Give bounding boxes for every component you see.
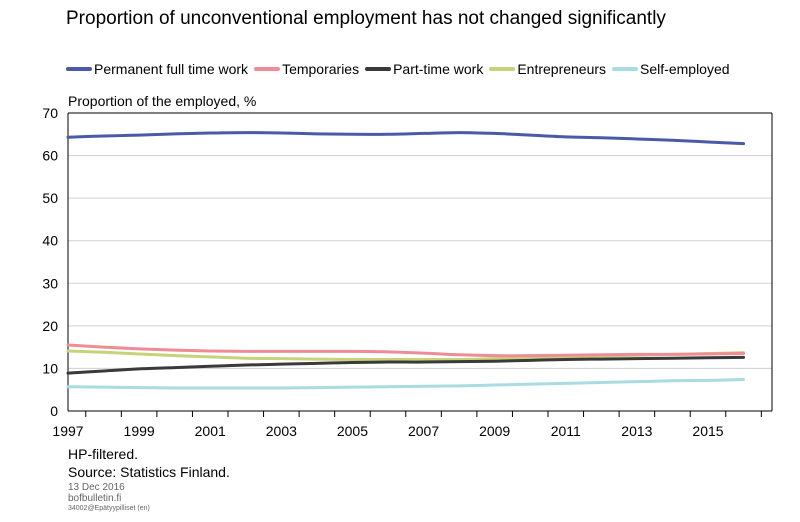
- y-axis-label: Proportion of the employed, %: [68, 93, 257, 109]
- chart-code: 34002@Epätyypilliset (en): [68, 505, 150, 512]
- legend-item-permanent: Permanent full time work: [66, 61, 248, 77]
- y-tick-label: 60: [42, 148, 58, 164]
- legend-label: Entrepreneurs: [517, 61, 607, 77]
- site-name: bofbulletin.fi: [68, 493, 122, 504]
- legend-label: Permanent full time work: [94, 61, 249, 77]
- x-tick-label: 2003: [266, 423, 297, 439]
- y-tick-label: 30: [42, 275, 58, 291]
- y-tick-label: 40: [42, 233, 58, 249]
- y-tick-label: 50: [42, 190, 58, 206]
- chart-notes: HP-filtered. Source: Statistics Finland.: [68, 445, 230, 481]
- y-tick-label: 0: [50, 403, 58, 419]
- legend-swatch: [66, 67, 92, 71]
- legend-swatch: [365, 67, 392, 71]
- x-tick-label: 2009: [479, 423, 510, 439]
- legend-swatch: [489, 67, 516, 71]
- x-tick-label: 2001: [195, 423, 226, 439]
- legend-swatch: [254, 67, 281, 71]
- x-tick-label: 1997: [52, 423, 83, 439]
- y-tick-label: 10: [42, 360, 58, 376]
- chart-legend: Permanent full time work Temporaries Par…: [66, 61, 736, 77]
- legend-item-temporaries: Temporaries: [254, 61, 359, 77]
- note-text: HP-filtered.: [68, 446, 139, 462]
- legend-item-self-employed: Self-employed: [612, 61, 730, 77]
- x-tick-label: 2005: [337, 423, 368, 439]
- legend-item-part-time: Part-time work: [365, 61, 483, 77]
- publish-date: 13 Dec 2016: [68, 482, 125, 493]
- chart-title: Proportion of unconventional employment …: [66, 8, 666, 29]
- legend-label: Self-employed: [640, 61, 730, 77]
- x-tick-label: 2015: [692, 423, 723, 439]
- series-line-permanent-full-time-work: [66, 131, 746, 146]
- publication-meta: 13 Dec 2016 bofbulletin.fi 34002@Epätyyp…: [68, 482, 150, 513]
- x-tick-label: 2013: [621, 423, 652, 439]
- x-tick-label: 2011: [551, 423, 581, 439]
- legend-label: Temporaries: [282, 61, 360, 77]
- legend-item-entrepreneurs: Entrepreneurs: [489, 61, 606, 77]
- x-tick-label: 1999: [124, 423, 155, 439]
- y-tick-label: 70: [42, 105, 58, 121]
- x-tick-label: 2007: [408, 423, 439, 439]
- source-text: Source: Statistics Finland.: [68, 464, 230, 480]
- legend-swatch: [612, 67, 639, 71]
- y-tick-label: 20: [42, 318, 58, 334]
- series-line-temporaries: [66, 343, 746, 358]
- legend-label: Part-time work: [393, 61, 484, 77]
- series-line-self-employed: [66, 377, 746, 390]
- series-line-part-time-work: [66, 355, 746, 375]
